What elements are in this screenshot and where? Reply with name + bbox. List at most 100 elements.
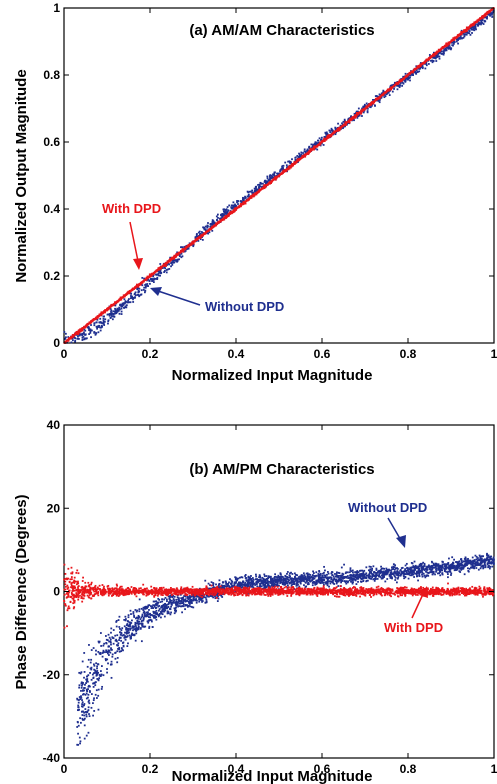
data-point	[368, 577, 371, 580]
data-point	[118, 637, 121, 640]
data-point	[265, 577, 268, 580]
data-point	[493, 563, 495, 566]
data-point	[305, 572, 308, 575]
data-point	[146, 275, 149, 278]
data-point	[153, 600, 156, 603]
data-point	[147, 619, 150, 622]
data-point	[372, 578, 375, 581]
data-point	[234, 207, 237, 210]
data-point	[76, 726, 79, 728]
data-point	[350, 580, 352, 583]
data-point	[133, 293, 136, 296]
data-point	[335, 582, 338, 585]
data-point	[322, 572, 324, 575]
data-point	[263, 578, 266, 581]
data-point	[306, 148, 309, 151]
data-point	[409, 79, 411, 82]
data-point	[237, 203, 239, 205]
data-point	[457, 42, 459, 45]
data-point	[353, 112, 356, 115]
data-point	[480, 23, 482, 26]
data-point	[108, 640, 111, 643]
data-point	[386, 92, 389, 95]
data-point	[314, 575, 317, 578]
data-point	[465, 31, 467, 34]
data-point	[406, 569, 409, 572]
data-point	[153, 616, 155, 619]
data-point	[440, 565, 443, 568]
data-point	[453, 564, 456, 567]
data-point	[467, 557, 469, 560]
panel-am-am: 0 0.2 0.4 0.6 0.8 100.20.40.60.81 (a) AM/AM C…	[13, 1, 497, 384]
data-point	[203, 227, 205, 230]
data-point	[93, 710, 96, 712]
data-point	[198, 230, 201, 233]
data-point	[220, 587, 223, 589]
data-point	[80, 695, 82, 698]
data-point	[216, 218, 218, 221]
data-point	[339, 579, 342, 581]
data-point	[282, 579, 285, 581]
data-point	[181, 246, 184, 249]
data-point	[136, 283, 138, 286]
data-point	[233, 583, 236, 585]
data-point	[226, 206, 229, 208]
data-point	[86, 326, 89, 329]
data-point	[247, 191, 250, 194]
data-point	[427, 571, 429, 574]
data-point	[138, 620, 140, 623]
data-point	[88, 328, 91, 331]
data-point	[461, 563, 463, 566]
data-point	[211, 219, 214, 222]
data-point	[488, 13, 491, 16]
data-point	[107, 319, 110, 322]
data-point	[414, 566, 417, 569]
data-point	[376, 574, 379, 577]
data-point	[470, 563, 473, 566]
data-point	[162, 603, 165, 606]
data-point	[98, 640, 101, 643]
data-point	[117, 308, 120, 311]
data-point	[100, 326, 103, 329]
data-point	[77, 732, 79, 735]
data-point	[207, 225, 209, 228]
data-point	[184, 598, 187, 601]
data-point	[293, 572, 296, 575]
data-point	[459, 36, 462, 39]
data-point	[463, 33, 466, 36]
data-point	[192, 242, 195, 245]
data-point	[111, 648, 113, 651]
data-point	[306, 572, 309, 575]
data-point	[357, 571, 360, 574]
data-point	[244, 574, 247, 576]
data-point	[164, 267, 167, 270]
data-point	[294, 576, 296, 578]
data-point	[136, 616, 138, 619]
data-point	[135, 610, 138, 613]
data-point	[143, 277, 146, 280]
data-point	[389, 574, 392, 577]
data-point	[230, 204, 233, 207]
data-point	[253, 191, 256, 193]
data-point	[84, 708, 87, 710]
data-point	[316, 148, 319, 151]
data-point	[365, 572, 368, 575]
data-point	[148, 280, 151, 282]
data-point	[152, 275, 155, 278]
data-point	[425, 64, 428, 67]
data-point	[325, 133, 328, 136]
data-point	[319, 582, 322, 585]
data-point	[137, 617, 139, 620]
data-point	[188, 603, 191, 605]
data-point	[127, 299, 130, 302]
data-point	[156, 276, 159, 279]
data-point	[224, 209, 227, 212]
data-point	[469, 560, 472, 563]
data-point	[87, 327, 90, 330]
data-point	[221, 216, 224, 219]
data-point	[138, 287, 141, 290]
data-point	[161, 606, 164, 608]
data-point	[463, 565, 466, 568]
data-point	[273, 172, 276, 175]
